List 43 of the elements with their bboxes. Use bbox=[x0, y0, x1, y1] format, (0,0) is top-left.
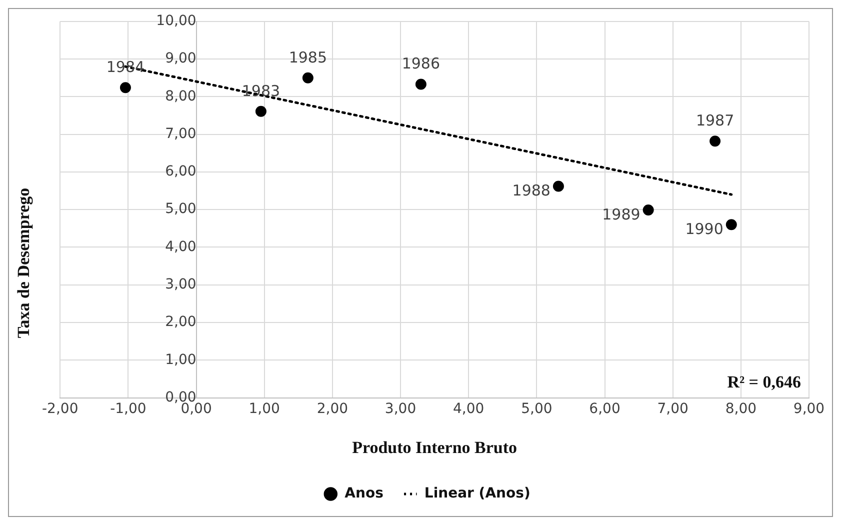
x-tick-label: 3,00 bbox=[384, 400, 416, 417]
y-tick-label: 3,00 bbox=[165, 276, 196, 293]
point bbox=[552, 180, 564, 192]
x-tick-label: 7,00 bbox=[657, 400, 688, 417]
y-tick-label: 8,00 bbox=[165, 88, 196, 104]
annotation: 1988 bbox=[512, 182, 550, 200]
x-axis-title: Produto Interno Bruto bbox=[352, 438, 518, 458]
x-tick-label: 2,00 bbox=[316, 400, 348, 417]
point bbox=[415, 78, 426, 90]
point bbox=[726, 219, 737, 230]
annotation: 1984 bbox=[106, 58, 145, 76]
point bbox=[302, 72, 314, 84]
x-tick-label: 9,00 bbox=[793, 400, 825, 417]
y-tick-label: 5,00 bbox=[165, 201, 196, 218]
point bbox=[710, 136, 721, 147]
x-tick-label: 0,00 bbox=[180, 400, 212, 417]
y-tick-label: 7,00 bbox=[165, 126, 196, 142]
y-tick-label: 9,00 bbox=[165, 50, 196, 67]
y-tick-label: 10,00 bbox=[156, 13, 196, 30]
point bbox=[642, 204, 654, 216]
legend-label: Anos bbox=[344, 486, 384, 502]
annotation: 1987 bbox=[696, 111, 734, 130]
point bbox=[120, 82, 131, 94]
y-tick-label: 6,00 bbox=[165, 164, 196, 180]
x-tick-label: -1,00 bbox=[110, 400, 146, 417]
x-tick-label: 5,00 bbox=[521, 400, 552, 417]
annotation: 1985 bbox=[288, 48, 328, 66]
x-tick-label: 1,00 bbox=[248, 400, 280, 417]
y-tick-label: 1,00 bbox=[165, 352, 196, 368]
annotation: R² = 0,646 bbox=[727, 372, 801, 392]
x-tick-label: 4,00 bbox=[453, 400, 484, 417]
annotation: 1983 bbox=[242, 82, 280, 100]
x-tick-label: 6,00 bbox=[589, 400, 620, 417]
annotation: 1989 bbox=[602, 205, 640, 224]
x-tick-label: -2,00 bbox=[42, 400, 78, 417]
point bbox=[255, 106, 266, 117]
y-axis-title: Taxa de Desemprego bbox=[14, 187, 34, 338]
y-tick-label: 2,00 bbox=[165, 314, 196, 330]
legend-label: Linear (Anos) bbox=[424, 486, 530, 502]
y-tick-label: 4,00 bbox=[165, 238, 196, 255]
annotation: 1990 bbox=[685, 220, 724, 238]
x-tick-label: 8,00 bbox=[725, 400, 757, 417]
annotation: 1986 bbox=[402, 54, 440, 73]
